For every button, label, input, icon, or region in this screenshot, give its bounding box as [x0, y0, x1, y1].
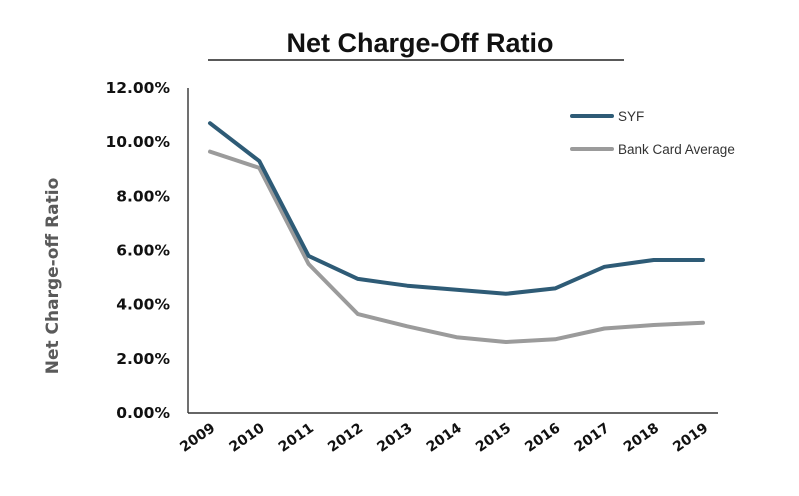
y-tick-labels: 0.00% 2.00% 4.00% 6.00% 8.00% 10.00% 12.00%: [105, 79, 170, 422]
x-tick-label: 2019: [670, 420, 711, 455]
y-tick-label: 2.00%: [116, 350, 170, 368]
x-tick-label: 2010: [226, 420, 267, 456]
x-tick-label: 2011: [276, 420, 317, 455]
series-line-0: [208, 121, 705, 296]
x-tick-label: 2014: [424, 420, 465, 456]
y-tick-label: 10.00%: [105, 133, 170, 151]
x-tick-label: 2016: [522, 420, 563, 455]
chart-title: Net Charge-Off Ratio: [286, 28, 553, 58]
x-tick-label: 2009: [177, 420, 218, 455]
y-tick-label: 6.00%: [116, 242, 170, 260]
x-tick-label: 2015: [473, 420, 514, 455]
x-tick-labels: 2009 2010 2011 2012 2013 2014 2015 2016 2017 2018…: [177, 420, 711, 456]
y-tick-label: 8.00%: [116, 187, 170, 205]
y-tick-label: 4.00%: [116, 296, 170, 314]
legend-label: Bank Card Average: [618, 142, 735, 157]
x-tick-label: 2017: [572, 420, 613, 455]
y-tick-label: 12.00%: [105, 79, 170, 97]
x-tick-label: 2018: [621, 420, 662, 455]
x-tick-label: 2013: [374, 420, 415, 455]
series-line-1: [208, 149, 705, 344]
x-tick-label: 2012: [325, 420, 366, 455]
y-axis-label: Net Charge-off Ratio: [43, 178, 63, 375]
y-tick-label: 0.00%: [116, 404, 170, 422]
series-lines: [208, 121, 705, 344]
legend-label: SYF: [618, 109, 644, 124]
legend: SYF Bank Card Average: [570, 109, 735, 157]
